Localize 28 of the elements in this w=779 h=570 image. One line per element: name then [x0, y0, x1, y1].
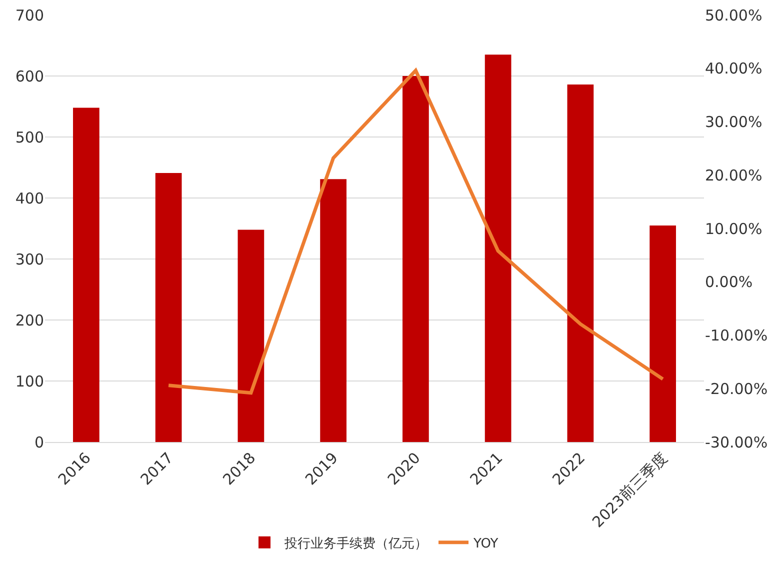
- y-tick-label: 600: [15, 67, 44, 86]
- y2-tick-label: -10.00%: [705, 326, 768, 344]
- bar: [73, 108, 100, 442]
- y-tick-label: 0: [34, 433, 44, 452]
- y2-tick-label: -30.00%: [705, 433, 768, 452]
- bar: [402, 76, 429, 442]
- bar: [484, 54, 512, 442]
- y-tick-label: 400: [15, 189, 44, 208]
- y-tick-label: 200: [15, 311, 44, 330]
- y2-tick-label: 0.00%: [705, 273, 753, 292]
- y2-tick-label: 20.00%: [705, 166, 762, 184]
- bar: [320, 179, 346, 442]
- bar: [238, 230, 264, 442]
- y2-tick-label: 30.00%: [705, 113, 762, 131]
- bar: [650, 225, 676, 442]
- y-tick-label: 300: [15, 250, 44, 268]
- legend-label: 投行业务手续费（亿元）: [284, 536, 428, 552]
- legend-label: YOY: [472, 536, 498, 552]
- line-series: [166, 68, 665, 395]
- bar: [155, 172, 182, 442]
- bar: [567, 84, 594, 442]
- y2-tick-label: -20.00%: [705, 380, 768, 398]
- y-tick-label: 500: [15, 128, 44, 146]
- y-tick-label: 700: [15, 6, 44, 24]
- y-tick-label: 100: [15, 372, 44, 390]
- y2-tick-label: 40.00%: [705, 60, 762, 78]
- y2-tick-label: 50.00%: [705, 6, 762, 24]
- y2-tick-label: 10.00%: [705, 220, 762, 238]
